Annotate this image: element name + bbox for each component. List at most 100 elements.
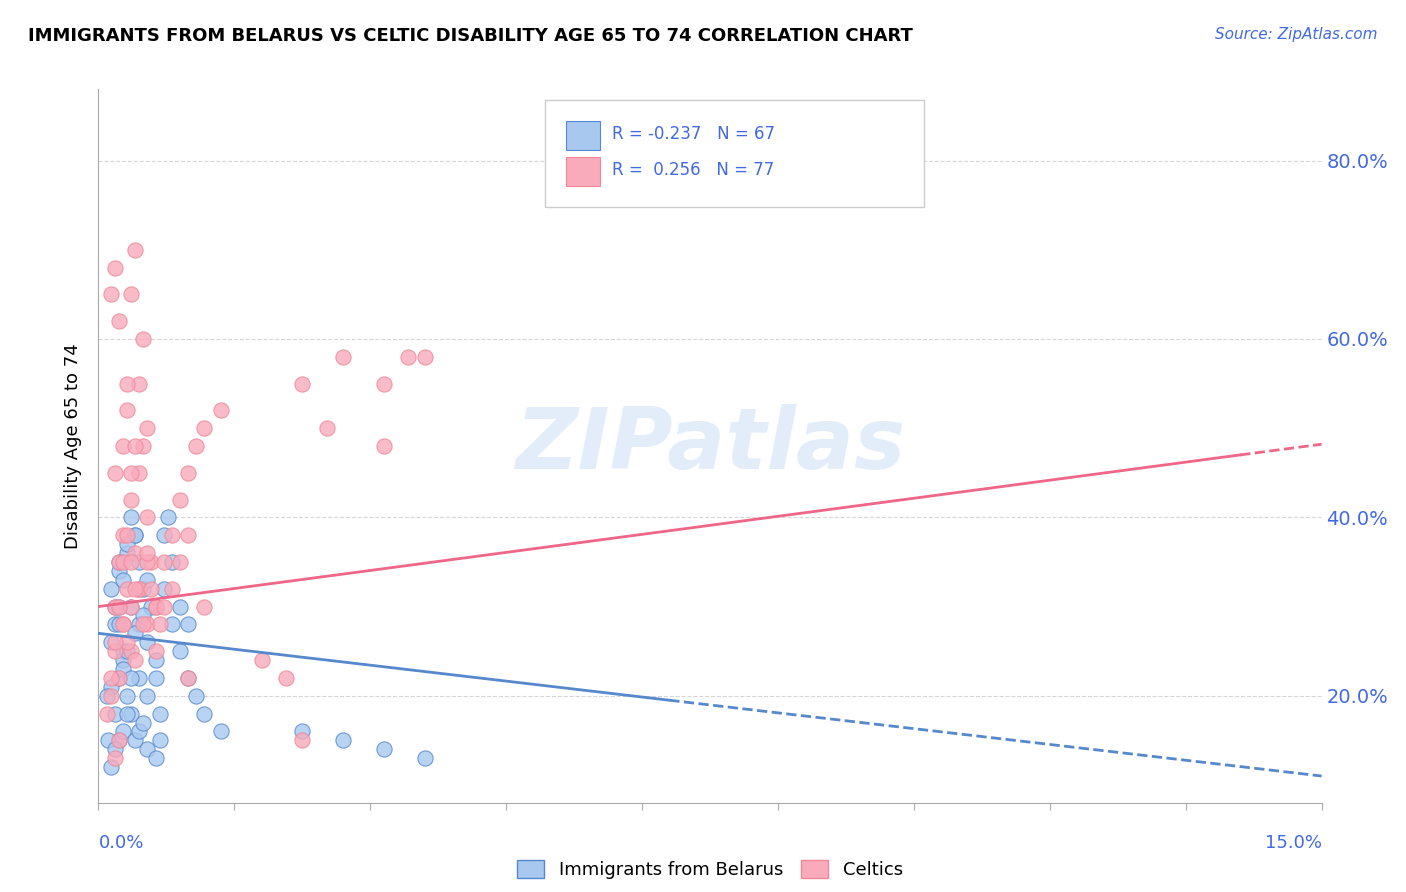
Point (332, 350, 354, 364)
Point (120, 466, 142, 480)
Point (128, 724, 150, 739)
Point (141, 582, 163, 596)
Point (111, 617, 134, 632)
Point (115, 376, 138, 391)
Point (149, 617, 172, 632)
Point (128, 671, 150, 685)
Y-axis label: Disability Age 65 to 74: Disability Age 65 to 74 (65, 343, 83, 549)
Point (132, 332, 155, 346)
Point (108, 671, 131, 685)
Point (124, 528, 146, 542)
Point (104, 466, 127, 480)
Point (160, 582, 183, 596)
Point (104, 617, 127, 632)
Point (209, 403, 232, 417)
Point (120, 671, 142, 685)
Point (169, 644, 191, 658)
Point (136, 742, 159, 756)
Point (111, 644, 134, 658)
Point (108, 671, 131, 685)
Point (169, 599, 191, 614)
Point (177, 617, 200, 632)
Point (193, 421, 215, 435)
Point (115, 528, 138, 542)
Point (315, 421, 337, 435)
Point (152, 582, 174, 596)
Point (128, 582, 150, 596)
Point (108, 564, 131, 578)
Point (108, 599, 131, 614)
Point (124, 653, 146, 667)
Point (111, 653, 134, 667)
Point (96, 706, 118, 721)
Point (149, 706, 172, 721)
Point (291, 376, 314, 391)
Point (132, 715, 155, 730)
Bar (565, 157, 600, 186)
Point (193, 599, 215, 614)
Point (136, 555, 159, 569)
Point (120, 599, 142, 614)
Point (115, 706, 138, 721)
Point (104, 706, 127, 721)
Point (413, 350, 436, 364)
Point (111, 439, 134, 453)
Point (104, 742, 127, 756)
Point (104, 644, 127, 658)
Point (104, 751, 127, 765)
Point (132, 617, 155, 632)
FancyBboxPatch shape (546, 100, 924, 207)
Point (136, 617, 159, 632)
Point (124, 243, 146, 257)
Point (128, 466, 150, 480)
Point (124, 733, 146, 747)
Point (332, 733, 354, 747)
Point (250, 653, 273, 667)
Point (136, 689, 159, 703)
Point (145, 599, 167, 614)
Point (145, 751, 167, 765)
Point (152, 528, 174, 542)
Point (136, 510, 159, 524)
Point (169, 555, 191, 569)
Text: R = -0.237   N = 67: R = -0.237 N = 67 (612, 125, 775, 143)
Point (100, 760, 122, 774)
Point (160, 528, 183, 542)
Point (291, 733, 314, 747)
Point (177, 671, 200, 685)
Point (124, 626, 146, 640)
Point (145, 644, 167, 658)
Point (373, 376, 395, 391)
Point (97, 733, 120, 747)
Point (100, 671, 122, 685)
Point (156, 510, 179, 524)
Point (291, 724, 314, 739)
Point (100, 680, 122, 694)
Point (115, 689, 138, 703)
Point (128, 376, 150, 391)
Point (413, 751, 436, 765)
Text: ZIPatlas: ZIPatlas (515, 404, 905, 488)
Point (177, 466, 200, 480)
Point (108, 555, 131, 569)
Point (100, 287, 122, 301)
Point (100, 582, 122, 596)
Point (115, 635, 138, 649)
Point (120, 555, 142, 569)
Point (124, 582, 146, 596)
Point (128, 617, 150, 632)
Point (145, 653, 167, 667)
Point (120, 287, 142, 301)
Point (100, 689, 122, 703)
Point (169, 492, 191, 507)
Point (136, 573, 159, 587)
Point (373, 742, 395, 756)
Point (124, 439, 146, 453)
Point (136, 635, 159, 649)
Point (111, 617, 134, 632)
Point (209, 724, 232, 739)
Point (136, 546, 159, 560)
Point (120, 510, 142, 524)
Point (104, 260, 127, 275)
Point (186, 689, 208, 703)
